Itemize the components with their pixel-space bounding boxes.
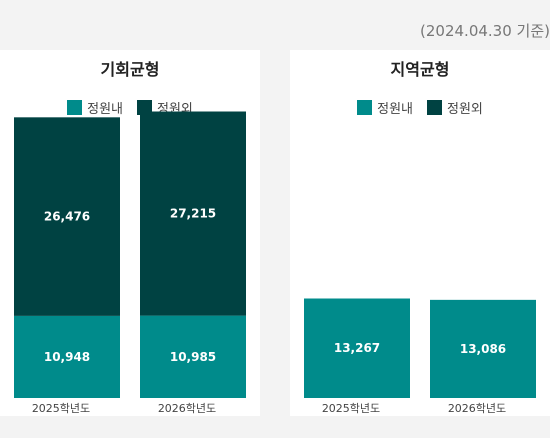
- legend-item-in-quota[interactable]: 정원내: [67, 98, 123, 117]
- x-tick-label-0: 2025학년도: [32, 402, 90, 415]
- bar-out-quota-1[interactable]: [140, 111, 246, 316]
- date-note: (2024.04.30 기준): [420, 22, 550, 40]
- legend-item-out-quota[interactable]: 정원외: [427, 98, 483, 117]
- legend-label-in-quota: 정원내: [377, 102, 413, 117]
- chart-plot-opportunity: 10,948 26,476 2025학년도 10,985 27,215 2026학년도: [14, 111, 246, 415]
- data-label-in-quota-0: 13,267: [334, 341, 380, 355]
- chart-panel-regional: 지역균형 정원내 정원외 13,267 2025학년도 13,086 2026학년도: [290, 50, 550, 416]
- data-label-in-quota-1: 10,985: [170, 350, 216, 364]
- bar-in-quota-0[interactable]: [14, 315, 120, 398]
- bar-in-quota-0[interactable]: [304, 298, 410, 398]
- bar-in-quota-1[interactable]: [430, 299, 536, 398]
- x-tick-label-1: 2026학년도: [448, 402, 506, 415]
- data-label-in-quota-0: 10,948: [44, 350, 90, 364]
- data-label-out-quota-1: 27,215: [170, 207, 216, 221]
- chart-plot-regional: 13,267 2025학년도 13,086 2026학년도: [304, 298, 536, 415]
- chart-title: 기회균형: [100, 60, 160, 79]
- data-label-out-quota-0: 26,476: [44, 210, 90, 224]
- bar-in-quota-1[interactable]: [140, 315, 246, 398]
- legend-item-in-quota[interactable]: 정원내: [357, 98, 413, 117]
- legend-swatch-out-quota: [427, 100, 442, 115]
- bar-out-quota-0[interactable]: [14, 117, 120, 316]
- data-label-in-quota-1: 13,086: [460, 342, 506, 356]
- legend-swatch-in-quota: [67, 100, 83, 115]
- chart-title: 지역균형: [390, 60, 450, 79]
- x-tick-label-1: 2026학년도: [158, 402, 216, 415]
- legend-label-in-quota: 정원내: [87, 102, 123, 117]
- chart-panel-opportunity: 기회균형 정원내 정원외 10,948 26,476 2025학년도 10,985 27…: [0, 50, 260, 416]
- legend-label-out-quota: 정원외: [447, 102, 483, 117]
- x-tick-label-0: 2025학년도: [322, 402, 380, 415]
- chart-legend: 정원내 정원외: [290, 98, 550, 117]
- legend-swatch-in-quota: [357, 100, 373, 115]
- legend-swatch-out-quota: [137, 100, 152, 115]
